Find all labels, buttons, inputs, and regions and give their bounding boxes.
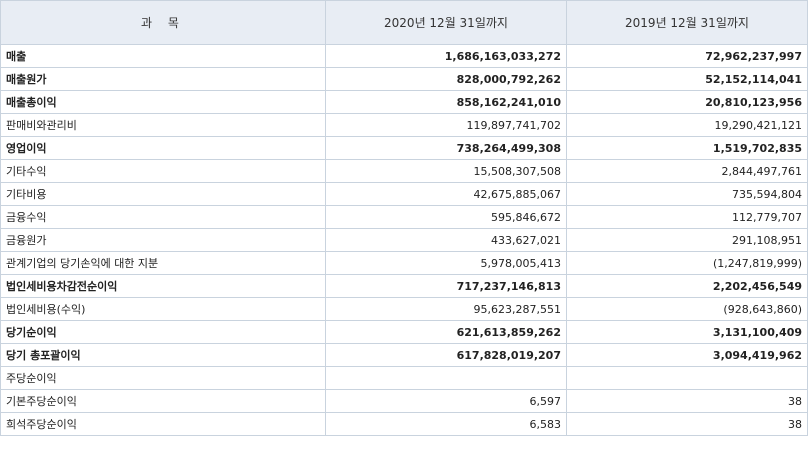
- value-2019: 72,962,237,997: [566, 44, 808, 68]
- value-2020: 717,237,146,813: [325, 274, 567, 298]
- value-2019: 19,290,421,121: [566, 113, 808, 137]
- table-row: 매출총이익 858,162,241,010 20,810,123,956: [0, 90, 808, 114]
- value-2020: 15,508,307,508: [325, 159, 567, 183]
- table-row: 관계기업의 당기손익에 대한 지분 5,978,005,413 (1,247,8…: [0, 251, 808, 275]
- header-col-2019: 2019년 12월 31일까지: [566, 0, 808, 45]
- value-2019: 2,202,456,549: [566, 274, 808, 298]
- table-row: 금융원가 433,627,021 291,108,951: [0, 228, 808, 252]
- table-row: 영업이익 738,264,499,308 1,519,702,835: [0, 136, 808, 160]
- value-2020: 595,846,672: [325, 205, 567, 229]
- value-2020: 95,623,287,551: [325, 297, 567, 321]
- row-label: 기타비용: [0, 182, 326, 206]
- table-row: 기타수익 15,508,307,508 2,844,497,761: [0, 159, 808, 183]
- value-2020: 617,828,019,207: [325, 343, 567, 367]
- row-label: 당기순이익: [0, 320, 326, 344]
- value-2020: 5,978,005,413: [325, 251, 567, 275]
- table-row: 매출 1,686,163,033,272 72,962,237,997: [0, 44, 808, 68]
- table-row: 금융수익 595,846,672 112,779,707: [0, 205, 808, 229]
- value-2020: 42,675,885,067: [325, 182, 567, 206]
- value-2020: 6,583: [325, 412, 567, 436]
- value-2020: 858,162,241,010: [325, 90, 567, 114]
- value-2019: 112,779,707: [566, 205, 808, 229]
- value-2020: 621,613,859,262: [325, 320, 567, 344]
- value-2020: [325, 366, 567, 390]
- value-2019: 735,594,804: [566, 182, 808, 206]
- table-row: 법인세비용(수익) 95,623,287,551 (928,643,860): [0, 297, 808, 321]
- row-label: 법인세비용(수익): [0, 297, 326, 321]
- table-header-row: 과 목 2020년 12월 31일까지 2019년 12월 31일까지: [0, 0, 808, 45]
- table-row: 당기 총포괄이익 617,828,019,207 3,094,419,962: [0, 343, 808, 367]
- row-label: 금융원가: [0, 228, 326, 252]
- table-row: 기타비용 42,675,885,067 735,594,804: [0, 182, 808, 206]
- value-2019: 38: [566, 412, 808, 436]
- value-2019: 291,108,951: [566, 228, 808, 252]
- row-label: 매출원가: [0, 67, 326, 91]
- row-label: 희석주당순이익: [0, 412, 326, 436]
- table-row: 매출원가 828,000,792,262 52,152,114,041: [0, 67, 808, 91]
- table-row: 법인세비용차감전순이익 717,237,146,813 2,202,456,54…: [0, 274, 808, 298]
- value-2019: [566, 366, 808, 390]
- row-label: 당기 총포괄이익: [0, 343, 326, 367]
- row-label: 기타수익: [0, 159, 326, 183]
- row-label: 주당순이익: [0, 366, 326, 390]
- value-2020: 1,686,163,033,272: [325, 44, 567, 68]
- row-label: 기본주당순이익: [0, 389, 326, 413]
- value-2019: 1,519,702,835: [566, 136, 808, 160]
- value-2019: 3,094,419,962: [566, 343, 808, 367]
- income-statement: 과 목 2020년 12월 31일까지 2019년 12월 31일까지 매출 1…: [0, 0, 808, 436]
- value-2020: 119,897,741,702: [325, 113, 567, 137]
- value-2019: 20,810,123,956: [566, 90, 808, 114]
- header-item: 과 목: [0, 0, 326, 45]
- header-col-2020: 2020년 12월 31일까지: [325, 0, 567, 45]
- value-2019: 3,131,100,409: [566, 320, 808, 344]
- row-label: 매출총이익: [0, 90, 326, 114]
- income-statement-table: 과 목 2020년 12월 31일까지 2019년 12월 31일까지 매출 1…: [0, 0, 808, 436]
- value-2020: 828,000,792,262: [325, 67, 567, 91]
- value-2019: 52,152,114,041: [566, 67, 808, 91]
- row-label: 매출: [0, 44, 326, 68]
- row-label: 판매비와관리비: [0, 113, 326, 137]
- row-label: 관계기업의 당기손익에 대한 지분: [0, 251, 326, 275]
- value-2019: (1,247,819,999): [566, 251, 808, 275]
- table-row: 당기순이익 621,613,859,262 3,131,100,409: [0, 320, 808, 344]
- value-2020: 6,597: [325, 389, 567, 413]
- table-row: 기본주당순이익 6,597 38: [0, 389, 808, 413]
- table-row: 주당순이익: [0, 366, 808, 390]
- value-2019: (928,643,860): [566, 297, 808, 321]
- row-label: 금융수익: [0, 205, 326, 229]
- value-2020: 738,264,499,308: [325, 136, 567, 160]
- row-label: 영업이익: [0, 136, 326, 160]
- value-2019: 38: [566, 389, 808, 413]
- value-2019: 2,844,497,761: [566, 159, 808, 183]
- row-label: 법인세비용차감전순이익: [0, 274, 326, 298]
- value-2020: 433,627,021: [325, 228, 567, 252]
- table-row: 희석주당순이익 6,583 38: [0, 412, 808, 436]
- table-row: 판매비와관리비 119,897,741,702 19,290,421,121: [0, 113, 808, 137]
